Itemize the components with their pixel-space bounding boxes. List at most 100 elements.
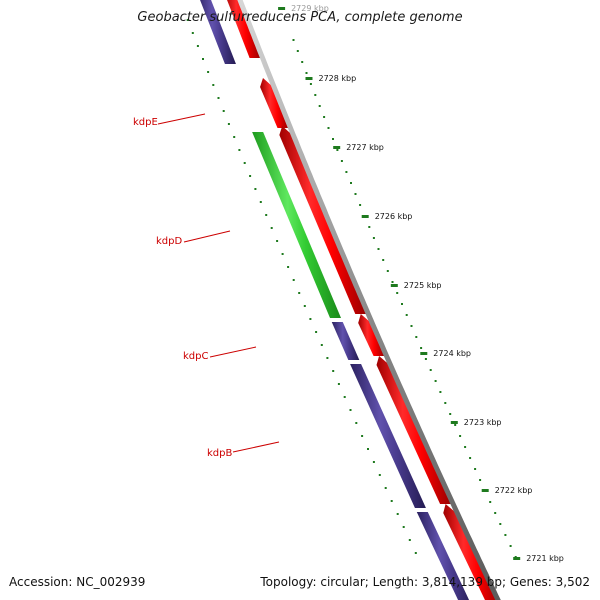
minor-tick: [227, 123, 230, 125]
minor-tick: [323, 116, 326, 118]
gene-label-leader: [232, 441, 280, 453]
minor-tick: [326, 357, 329, 359]
gene-label-leader: [209, 346, 257, 358]
minor-tick: [340, 160, 343, 162]
minor-tick: [350, 182, 352, 184]
minor-tick: [222, 110, 225, 112]
minor-tick: [361, 435, 364, 437]
minor-tick: [454, 424, 457, 426]
minor-tick: [410, 325, 413, 327]
minor-tick: [281, 253, 284, 255]
minor-tick: [424, 358, 427, 360]
minor-tick: [327, 127, 330, 129]
minor-tick: [378, 474, 381, 476]
major-tick: [513, 557, 521, 560]
minor-tick: [396, 292, 399, 294]
genome-backbone: [237, 0, 501, 600]
reverse-cds-feature: [331, 322, 360, 360]
major-tick: [333, 146, 341, 149]
major-tick: [361, 215, 369, 218]
reverse-cds-feature: [200, 0, 236, 64]
minor-tick: [301, 61, 304, 63]
minor-tick: [298, 292, 301, 294]
scale-tick-label: 2724 kbp: [433, 349, 471, 358]
minor-tick: [318, 105, 321, 107]
minor-tick: [474, 468, 477, 470]
minor-tick: [265, 214, 268, 216]
gene-label: kdpE: [133, 117, 158, 128]
scale-tick-label: 2721 kbp: [526, 554, 564, 563]
scale-tick-label: 2725 kbp: [404, 281, 442, 290]
reverse-cds-feature: [416, 512, 470, 600]
minor-tick: [359, 204, 362, 206]
minor-tick: [303, 305, 306, 307]
minor-tick: [402, 526, 405, 528]
minor-tick-marks-inner: [186, 19, 417, 554]
minor-tick: [408, 539, 411, 541]
minor-tick: [449, 413, 452, 415]
minor-tick: [292, 39, 295, 41]
minor-tick: [259, 201, 262, 203]
minor-tick: [320, 344, 323, 346]
minor-tick: [292, 279, 295, 281]
scale-tick-label: 2728 kbp: [319, 74, 357, 83]
minor-tick-marks-outer: [292, 39, 517, 558]
reverse-cds-feature: [252, 132, 342, 318]
minor-tick: [243, 162, 246, 164]
minor-tick: [355, 422, 358, 424]
minor-tick: [479, 479, 482, 481]
gene-label-leader: [157, 113, 206, 125]
scale-tick-label: 2727 kbp: [346, 143, 384, 152]
minor-tick: [494, 512, 497, 514]
minor-tick: [186, 19, 189, 21]
minor-tick: [372, 237, 375, 239]
scale-ticks: 2729 kbp 2728 kbp 2727 kbp 2726 kbp 2725 kbp…: [278, 4, 564, 563]
minor-tick: [405, 314, 408, 316]
minor-tick: [384, 487, 387, 489]
gene-labels: kdpE kdpD kdpC kdpB: [133, 113, 280, 459]
minor-tick: [337, 383, 340, 385]
forward-cds-feature: [376, 356, 452, 504]
minor-tick: [233, 136, 236, 138]
major-tick: [450, 421, 458, 424]
forward-cds-feature: [358, 314, 385, 356]
major-tick: [481, 489, 489, 492]
minor-tick: [469, 457, 472, 459]
major-tick: [305, 77, 313, 80]
minor-tick: [332, 138, 334, 140]
minor-tick: [354, 193, 357, 195]
minor-tick: [202, 58, 204, 60]
scale-tick-label: 2726 kbp: [375, 212, 413, 221]
minor-tick: [270, 227, 273, 229]
minor-tick: [489, 501, 492, 503]
map-title: Geobacter sulfurreducens PCA, complete g…: [137, 10, 463, 25]
minor-tick: [336, 149, 339, 151]
genome-summary-text: Topology: circular; Length: 3,814,139 bp…: [260, 575, 590, 589]
minor-tick: [309, 83, 312, 85]
minor-tick: [315, 331, 318, 333]
minor-tick: [367, 448, 369, 450]
minor-tick: [391, 281, 394, 283]
minor-tick: [459, 435, 462, 437]
forward-cds-feature: [279, 126, 367, 314]
minor-tick: [276, 240, 279, 242]
reverse-cds-feature: [350, 364, 426, 508]
gene-label-leader: [183, 230, 231, 243]
minor-tick: [504, 534, 507, 536]
minor-tick: [414, 552, 417, 554]
minor-tick: [287, 266, 290, 268]
minor-tick: [309, 318, 312, 320]
minor-tick: [296, 50, 299, 52]
minor-tick: [207, 71, 210, 73]
minor-tick: [254, 188, 257, 190]
scale-tick-label: 2723 kbp: [464, 418, 502, 427]
minor-tick: [386, 270, 389, 272]
minor-tick: [191, 32, 194, 34]
minor-tick: [314, 94, 317, 96]
minor-tick: [415, 336, 418, 338]
minor-tick: [464, 446, 467, 448]
minor-tick: [420, 347, 423, 349]
minor-tick: [444, 402, 447, 404]
scale-tick-label: 2729 kbp: [291, 4, 329, 13]
